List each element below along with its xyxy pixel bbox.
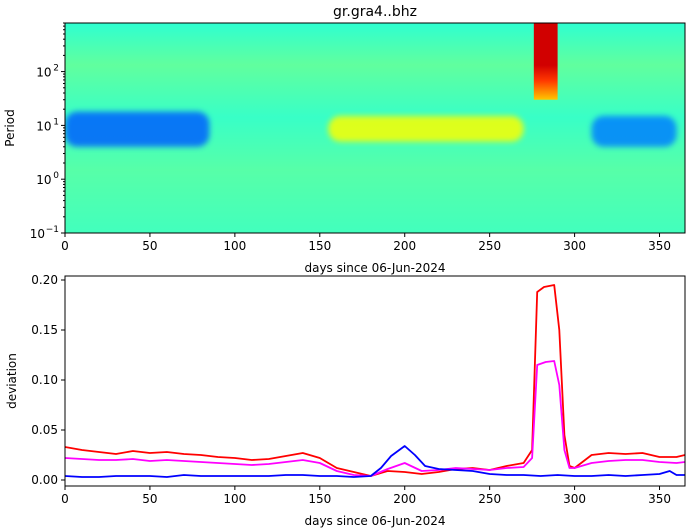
heatmap-x-tick-label: 50 bbox=[142, 239, 157, 253]
line-ylabel: deviation bbox=[5, 353, 19, 409]
line-y-tick-label: 0.15 bbox=[31, 323, 58, 337]
series-line-2 bbox=[65, 445, 685, 478]
line-x-tick-label: 100 bbox=[223, 492, 246, 506]
heatmap-title: gr.gra4..bhz bbox=[333, 4, 417, 20]
line-frame bbox=[64, 275, 686, 487]
heatmap-y-tick-exponent: 1 bbox=[53, 117, 59, 127]
heatmap-y-tick-exponent: 0 bbox=[53, 171, 59, 181]
heatmap-y-tick-label: 10 bbox=[36, 119, 51, 133]
heatmap-feature-3 bbox=[533, 23, 558, 100]
line-series-group bbox=[65, 284, 685, 478]
heatmap-x-tick-label: 350 bbox=[648, 239, 671, 253]
heatmap-x-tick-label: 200 bbox=[393, 239, 416, 253]
line-xlabel: days since 06-Jun-2024 bbox=[304, 514, 445, 528]
heatmap-y-tick-exponent: 2 bbox=[53, 64, 59, 74]
line-x-ticks: 0 50 100 150 200 250 300 350 bbox=[61, 486, 671, 506]
heatmap-xlabel: days since 06-Jun-2024 bbox=[304, 261, 445, 275]
heatmap-feature-0 bbox=[65, 111, 210, 147]
line-y-tick-label: 0.05 bbox=[31, 423, 58, 437]
heatmap-y-tick-label: 10 bbox=[30, 227, 45, 241]
heatmap-feature-1 bbox=[591, 115, 677, 147]
heatmap-features bbox=[65, 23, 677, 147]
heatmap-panel: gr.gra4..bhz 0 50 100 150 200 250 300 350 10 −11… bbox=[3, 4, 686, 275]
line-x-tick-label: 150 bbox=[308, 492, 331, 506]
line-x-tick-label: 300 bbox=[563, 492, 586, 506]
heatmap-ylabel: Period bbox=[3, 109, 17, 146]
line-x-tick-label: 200 bbox=[393, 492, 416, 506]
line-y-tick-label: 0.10 bbox=[31, 373, 58, 387]
line-x-tick-label: 350 bbox=[648, 492, 671, 506]
heatmap-x-tick-label: 100 bbox=[223, 239, 246, 253]
heatmap-feature-2 bbox=[328, 115, 524, 142]
series-line-0 bbox=[65, 284, 685, 477]
line-x-tick-label: 250 bbox=[478, 492, 501, 506]
heatmap-y-tick-label: 10 bbox=[36, 173, 51, 187]
heatmap-x-tick-label: 0 bbox=[61, 239, 69, 253]
line-x-tick-label: 0 bbox=[61, 492, 69, 506]
heatmap-x-tick-label: 250 bbox=[478, 239, 501, 253]
series-line-1 bbox=[65, 360, 685, 477]
line-x-tick-label: 50 bbox=[142, 492, 157, 506]
heatmap-y-tick-exponent: −1 bbox=[46, 225, 59, 235]
line-y-tick-label: 0.00 bbox=[31, 473, 58, 487]
line-y-tick-label: 0.20 bbox=[31, 273, 58, 287]
heatmap-x-tick-label: 300 bbox=[563, 239, 586, 253]
line-y-ticks: 0.00 0.05 0.10 0.15 0.20 bbox=[31, 273, 65, 487]
line-panel: 0 50 100 150 200 250 300 350 0.000.050.100.150.… bbox=[5, 273, 686, 528]
heatmap-y-tick-label: 10 bbox=[36, 66, 51, 80]
heatmap-x-ticks: 0 50 100 150 200 250 300 350 bbox=[61, 233, 671, 253]
heatmap-x-tick-label: 150 bbox=[308, 239, 331, 253]
